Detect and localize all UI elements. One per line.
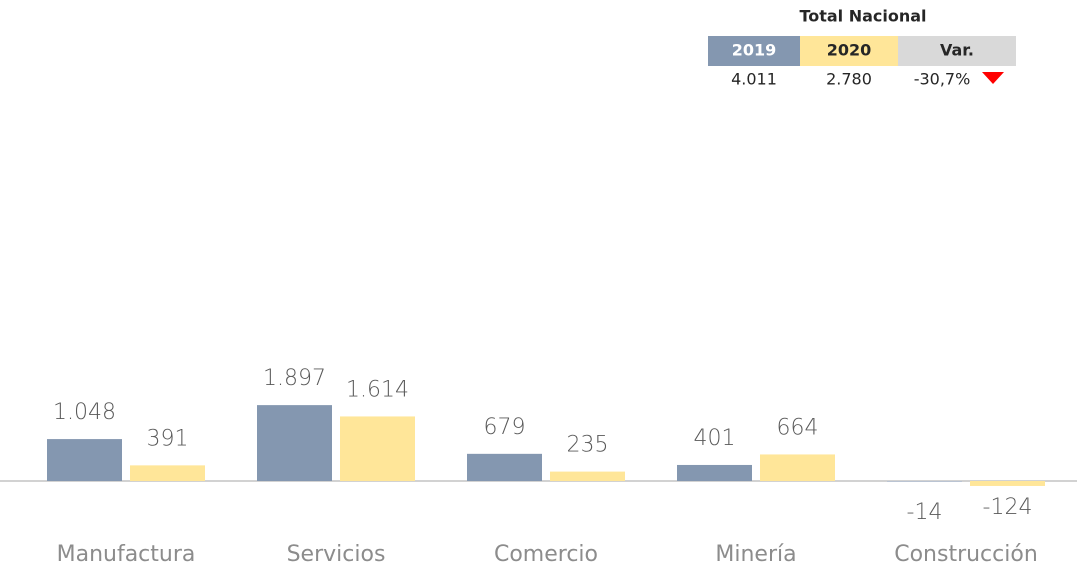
- bar: [130, 465, 205, 481]
- table-header: Var.: [940, 41, 974, 60]
- data-label: 679: [484, 415, 526, 440]
- bar: [467, 453, 542, 481]
- header-cell: [800, 36, 898, 66]
- data-label: 1.897: [263, 366, 326, 391]
- data-label: 1.614: [346, 377, 409, 402]
- down-arrow: [982, 72, 1004, 84]
- table-header: 2020: [827, 41, 872, 60]
- x-tick-label: Manufactura: [57, 542, 196, 566]
- bar: [760, 454, 835, 481]
- x-tick-label: Servicios: [287, 542, 386, 566]
- data-label: 664: [777, 415, 819, 440]
- data-label: 1.048: [53, 400, 116, 425]
- bar: [257, 405, 332, 481]
- header-cell: [708, 36, 800, 66]
- table-value: 2.780: [826, 70, 872, 89]
- table-header: 2019: [732, 41, 777, 60]
- bar: [550, 471, 625, 481]
- x-tick-label: Minería: [715, 542, 796, 566]
- bar: [677, 464, 752, 481]
- summary-table: Total Nacional 2019 2020 Var. 4.011 2.78…: [708, 7, 1016, 89]
- table-title: Total Nacional: [799, 7, 926, 26]
- data-label: 401: [694, 426, 736, 451]
- bar: [887, 481, 962, 482]
- x-tick-label: Comercio: [494, 542, 598, 566]
- table-value: -30,7%: [914, 70, 971, 89]
- data-label: -124: [983, 495, 1033, 520]
- x-tick-label: Construcción: [894, 542, 1038, 566]
- data-label: -14: [907, 500, 943, 525]
- header-cell: [898, 36, 1016, 66]
- data-label: 391: [147, 426, 189, 451]
- table-value: 4.011: [731, 70, 777, 89]
- bar: [47, 439, 122, 481]
- data-label: 235: [567, 433, 609, 458]
- bar: [970, 481, 1045, 486]
- bar: [340, 416, 415, 481]
